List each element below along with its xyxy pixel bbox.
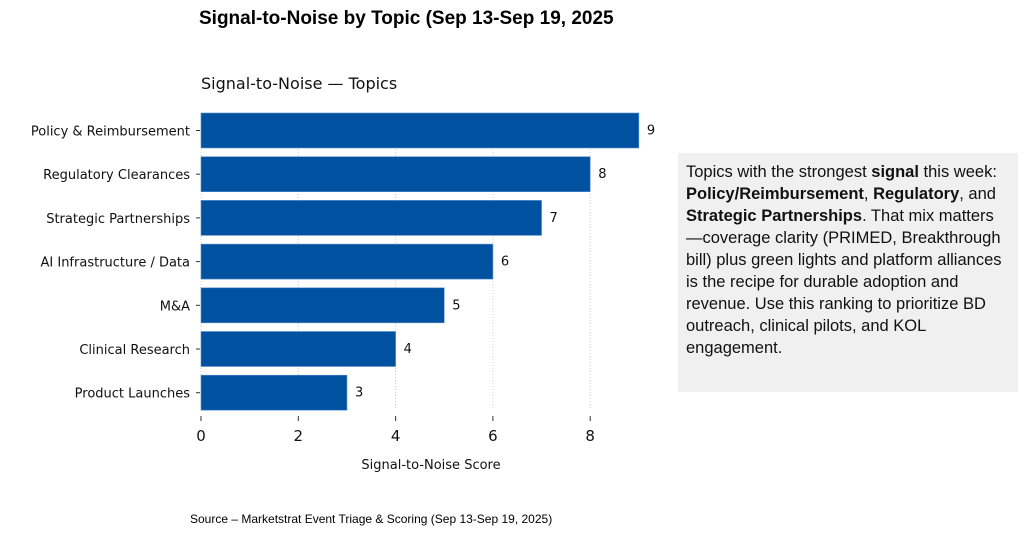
bar: [200, 156, 591, 192]
y-tick-label: Clinical Research: [79, 343, 190, 358]
bar: [200, 112, 640, 149]
note-text: Topics with the strongest: [686, 163, 872, 181]
page-title: Signal-to-Noise by Topic (Sep 13-Sep 19,…: [199, 8, 614, 29]
data-label: 5: [452, 298, 460, 313]
bar: [200, 287, 445, 324]
y-tick-label: Product Launches: [75, 387, 191, 402]
note-text: , and: [959, 185, 996, 203]
x-tick-label: 2: [294, 427, 304, 445]
note-text: this week:: [918, 163, 997, 181]
note-text: . That mix matters—coverage clarity (PRI…: [686, 207, 1002, 357]
data-label: 9: [647, 124, 655, 139]
data-label: 6: [501, 255, 509, 270]
data-label: 4: [404, 342, 412, 357]
note-emphasis: Policy/Reimbursement: [686, 185, 864, 203]
x-axis-label: Signal-to-Noise Score: [361, 458, 500, 473]
x-tick-label: 6: [488, 427, 498, 445]
insight-note: Topics with the strongest signal this we…: [678, 153, 1018, 392]
y-tick-label: M&A: [160, 299, 190, 314]
note-emphasis: Strategic Partnerships: [686, 207, 863, 225]
bar: [200, 374, 348, 411]
data-label: 8: [598, 167, 606, 182]
bar-chart: Signal-to-Noise — Topics 9 8 7 6 5 4 3 0 2 4 6 8 Po…: [31, 74, 655, 473]
x-tick-label: 0: [196, 427, 206, 445]
y-tick-label: AI Infrastructure / Data: [41, 256, 191, 271]
data-label: 7: [550, 211, 558, 226]
bar: [200, 243, 494, 280]
note-emphasis: Regulatory: [873, 185, 960, 203]
x-tick-label: 4: [391, 427, 401, 445]
bar: [200, 200, 542, 236]
y-tick-label: Strategic Partnerships: [46, 212, 190, 227]
note-text: ,: [863, 185, 874, 203]
chart-title: Signal-to-Noise — Topics: [201, 74, 397, 93]
y-tick-label: Regulatory Clearances: [43, 168, 190, 183]
y-tick-label: Policy & Reimbursement: [31, 125, 190, 140]
data-label: 3: [355, 386, 363, 401]
note-emphasis: signal: [871, 163, 919, 181]
x-tick-label: 8: [585, 427, 595, 445]
source-caption: Source – Marketstrat Event Triage & Scor…: [190, 512, 553, 526]
bar: [200, 331, 396, 367]
